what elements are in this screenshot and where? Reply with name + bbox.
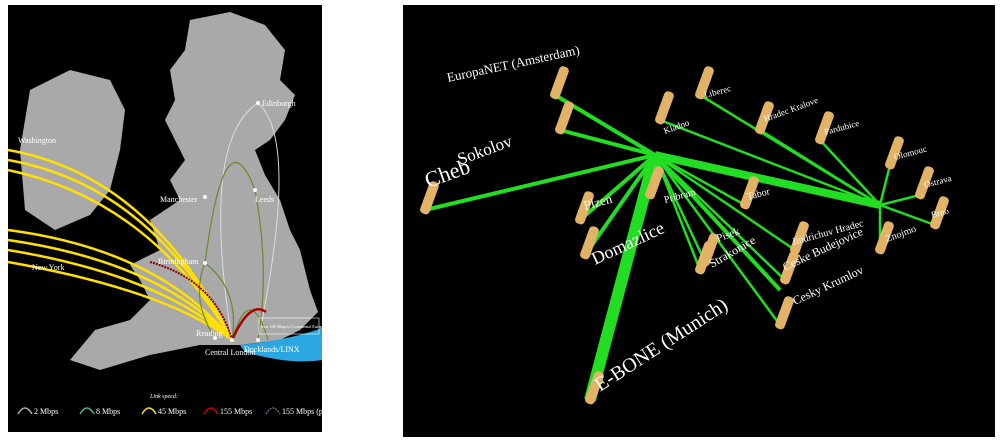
legend-label: 155 Mbps: [220, 407, 252, 416]
node-cylinder: [695, 241, 714, 275]
node-cylinder: [420, 181, 439, 215]
city-dot: [253, 188, 257, 192]
node-cylinder: [655, 91, 674, 125]
right-panel: [403, 5, 995, 437]
link: [424, 153, 656, 212]
legend-title: Link speed:: [149, 394, 178, 400]
node-cylinder: [790, 221, 809, 255]
city-dot: [213, 336, 217, 340]
node-label: Brno: [930, 205, 950, 219]
sea-link: [240, 328, 322, 362]
link: [653, 153, 782, 292]
legend-swatch: [79, 407, 95, 415]
link: [654, 151, 881, 209]
city-label: Leeds: [255, 195, 274, 204]
note-box: [258, 317, 320, 335]
legend-swatch: [141, 407, 157, 415]
city-label: Central London: [205, 348, 255, 357]
legend-label: 8 Mbps: [96, 407, 120, 416]
node-cylinder: [550, 66, 569, 100]
city-dot: [256, 338, 260, 342]
city-label: Edinburgh: [262, 99, 296, 108]
city-dot: [256, 101, 260, 105]
city-dot: [230, 338, 234, 342]
link: [879, 203, 936, 227]
link: [654, 153, 796, 252]
link: [559, 128, 656, 157]
node-cylinder: [580, 226, 599, 260]
node-cylinder: [575, 191, 594, 225]
node-cylinder: [815, 111, 834, 145]
legend-swatch: [265, 407, 281, 415]
city-label: Washington: [18, 136, 56, 145]
legend-label: 45 Mbps: [158, 407, 186, 416]
legend-label: 155 Mbps (planned): [282, 407, 347, 416]
ireland: [20, 70, 125, 230]
great-britain: [70, 12, 318, 370]
node-cylinder: [930, 196, 949, 230]
link: [759, 128, 881, 207]
city-label: New York: [32, 263, 64, 272]
node-cylinder: [915, 166, 934, 200]
link: [819, 139, 881, 206]
link: [879, 193, 921, 207]
node-cylinder: [875, 221, 894, 255]
legend-label: 2 Mbps: [34, 407, 58, 416]
city-label: Birmingham: [158, 257, 199, 266]
city-label: Reading: [196, 329, 223, 338]
city-label: Docklands/LINX: [244, 345, 300, 354]
legend-swatch: [203, 407, 219, 415]
link: [584, 153, 661, 402]
link: [878, 164, 892, 206]
node-label: Plzen: [582, 191, 614, 213]
node-cylinder: [645, 166, 664, 200]
node-cylinder: [740, 176, 759, 210]
node-cylinder: [585, 371, 604, 405]
city-dot: [203, 195, 207, 199]
link: [654, 153, 746, 207]
link: [583, 153, 657, 257]
city-label: Manchester: [160, 195, 198, 204]
link: [659, 118, 881, 207]
node-cylinder: [555, 101, 574, 135]
link: [578, 153, 657, 222]
legend-swatch: [17, 407, 33, 415]
node-cylinder: [775, 296, 794, 330]
note: over 100 Mbps to Continental Europe: [261, 324, 325, 329]
node-cylinder: [885, 136, 904, 170]
node-cylinder: [755, 101, 774, 135]
node-cylinder: [695, 66, 714, 100]
node-cylinder: [780, 251, 799, 285]
city-dot: [203, 261, 207, 265]
